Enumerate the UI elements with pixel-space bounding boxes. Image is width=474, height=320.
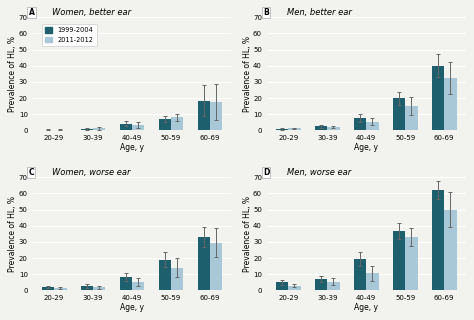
Bar <box>42 287 54 291</box>
Bar <box>42 130 54 131</box>
Bar <box>315 126 327 131</box>
Bar <box>444 210 456 291</box>
Text: Women, better ear: Women, better ear <box>53 8 132 17</box>
Bar <box>54 288 66 291</box>
Bar <box>393 231 405 291</box>
Bar <box>132 282 145 291</box>
Bar <box>354 259 366 291</box>
Bar <box>288 285 301 291</box>
Bar <box>405 237 418 291</box>
Text: Men, worse ear: Men, worse ear <box>287 168 351 177</box>
Bar <box>354 118 366 131</box>
Text: A: A <box>28 8 35 17</box>
Bar <box>276 282 288 291</box>
Bar <box>405 106 418 131</box>
Text: Women, worse ear: Women, worse ear <box>53 168 131 177</box>
Bar <box>210 243 222 291</box>
Bar <box>81 285 93 291</box>
X-axis label: Age, y: Age, y <box>354 303 378 312</box>
X-axis label: Age, y: Age, y <box>354 143 378 152</box>
Bar <box>432 190 444 291</box>
Bar <box>119 124 132 131</box>
Bar <box>93 287 106 291</box>
Y-axis label: Prevalence of HL, %: Prevalence of HL, % <box>243 196 252 272</box>
Bar <box>132 125 145 131</box>
Bar <box>54 130 66 131</box>
Y-axis label: Prevalence of HL, %: Prevalence of HL, % <box>9 196 18 272</box>
Bar <box>93 128 106 131</box>
Y-axis label: Prevalence of HL, %: Prevalence of HL, % <box>9 36 18 112</box>
Bar <box>315 279 327 291</box>
Text: C: C <box>28 168 34 177</box>
Legend: 1999-2004, 2011-2012: 1999-2004, 2011-2012 <box>42 24 97 46</box>
Bar <box>198 237 210 291</box>
Bar <box>366 274 379 291</box>
Bar <box>171 117 183 131</box>
Bar <box>158 260 171 291</box>
Bar <box>210 102 222 131</box>
Y-axis label: Prevalence of HL, %: Prevalence of HL, % <box>243 36 252 112</box>
Text: Men, better ear: Men, better ear <box>287 8 352 17</box>
Bar <box>393 98 405 131</box>
Text: B: B <box>263 8 269 17</box>
Bar <box>288 128 301 131</box>
Bar <box>327 127 340 131</box>
Bar <box>432 66 444 131</box>
X-axis label: Age, y: Age, y <box>120 143 144 152</box>
Bar <box>119 277 132 291</box>
Bar <box>171 268 183 291</box>
Bar <box>198 100 210 131</box>
Bar <box>276 129 288 131</box>
Bar <box>81 129 93 131</box>
Bar <box>366 122 379 131</box>
Bar <box>444 78 456 131</box>
Bar <box>158 119 171 131</box>
Text: D: D <box>263 168 269 177</box>
Bar <box>327 282 340 291</box>
X-axis label: Age, y: Age, y <box>120 303 144 312</box>
